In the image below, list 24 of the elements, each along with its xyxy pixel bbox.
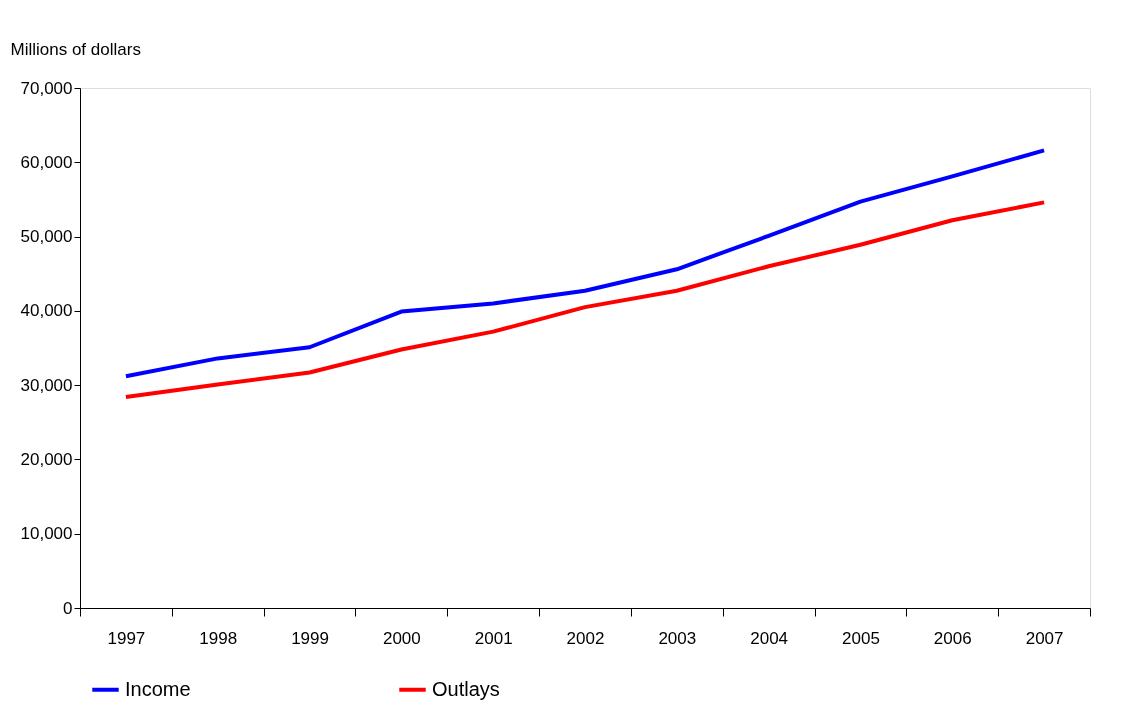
x-tick-label: 2002 [566,628,605,648]
y-tick-label: 70,000 [20,78,73,98]
y-tick-label: 10,000 [20,524,73,544]
y-axis-title: Millions of dollars [10,39,141,59]
y-tick-label: 20,000 [20,449,73,469]
x-tick-label: 2000 [382,628,421,648]
line-series [123,148,1047,379]
legend-label: Outlays [432,677,500,700]
y-tick-label: 50,000 [20,227,73,247]
y-tick-label: 30,000 [20,375,73,395]
line-series [123,200,1047,400]
x-tick-label: 2006 [933,628,972,648]
x-tick-label: 2001 [474,628,513,648]
x-tick-label: 1997 [107,628,146,648]
y-tick-label: 0 [63,598,73,618]
y-tick-label: 60,000 [20,152,73,172]
x-tick-label: 1998 [199,628,238,648]
x-tick-label: 2004 [750,628,789,648]
x-tick-label: 2007 [1025,628,1064,648]
x-tick-label: 2003 [658,628,697,648]
x-tick-label: 2005 [842,628,880,648]
legend-label: Income [125,677,191,700]
x-tick-label: 1999 [291,628,329,648]
y-tick-label: 40,000 [20,301,73,321]
